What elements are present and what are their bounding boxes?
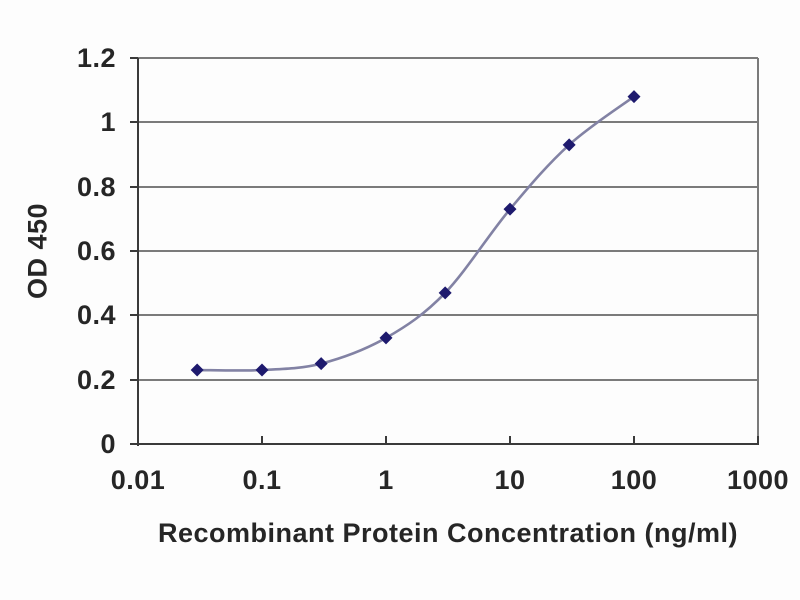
x-tick-label: 10 [494, 465, 526, 495]
x-tick-label: 1 [378, 465, 394, 495]
y-tick-label: 1 [100, 107, 116, 138]
y-tick-mark [130, 185, 138, 188]
y-tick-label: 0.6 [76, 236, 116, 266]
y-tick-label: 0.2 [76, 364, 116, 395]
x-tick-mark [385, 436, 387, 444]
x-tick-mark [757, 436, 759, 444]
x-tick-label: 0.01 [110, 465, 166, 495]
y-tick-label: 0.4 [76, 300, 116, 331]
x-tick-mark [633, 436, 635, 444]
curve-line [197, 95, 635, 372]
h-gridline [138, 378, 758, 381]
y-tick-label: 0 [100, 429, 116, 459]
x-axis-line [137, 443, 759, 445]
data-point-marker [314, 357, 328, 371]
data-point-marker [503, 202, 517, 216]
plot-right-border [757, 58, 759, 444]
data-point-marker [190, 363, 204, 377]
x-tick-label: 0.1 [242, 465, 282, 495]
y-tick-mark [130, 250, 138, 252]
x-axis-title: Recombinant Protein Concentration (ng/ml… [157, 518, 739, 548]
data-point-marker [438, 286, 452, 300]
y-tick-mark [130, 57, 138, 59]
h-gridline [138, 121, 758, 124]
x-tick-mark [261, 436, 263, 444]
y-axis-line [137, 58, 139, 446]
y-tick-mark [130, 121, 138, 124]
y-tick-label: 0.8 [76, 171, 116, 202]
y-tick-label: 1.2 [76, 43, 116, 73]
data-point-marker [255, 363, 269, 377]
y-tick-mark [130, 378, 138, 381]
h-gridline [138, 185, 758, 188]
data-point-marker [562, 138, 576, 152]
data-point-marker [379, 331, 393, 345]
y-tick-mark [130, 314, 138, 317]
data-point-marker [627, 90, 641, 104]
h-gridline [138, 250, 758, 252]
y-tick-mark [130, 443, 138, 445]
x-tick-label: 100 [610, 465, 658, 495]
x-tick-label: 1000 [726, 465, 790, 495]
x-tick-mark [509, 436, 511, 444]
h-gridline [138, 314, 758, 317]
h-gridline [138, 57, 758, 59]
